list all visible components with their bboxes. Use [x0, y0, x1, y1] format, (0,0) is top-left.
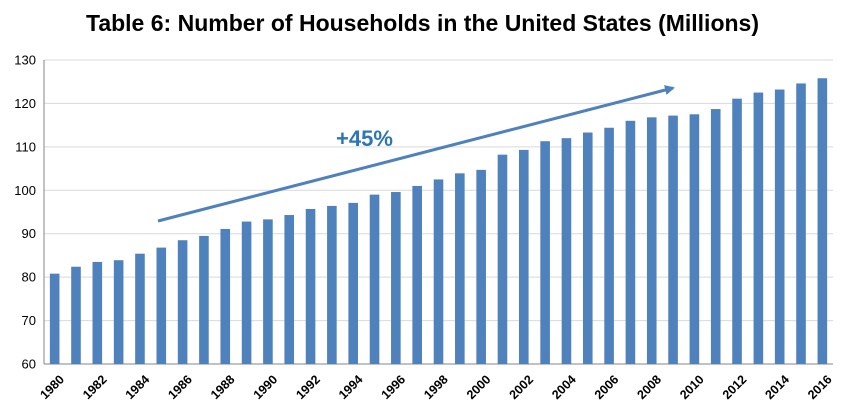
y-tick-label: 60 [22, 357, 36, 372]
x-tick-label: 1986 [165, 372, 195, 402]
bar-2004 [561, 138, 572, 364]
bar-1995 [369, 194, 380, 364]
bar-2000 [476, 169, 486, 364]
bar-1999 [455, 173, 465, 364]
bar-2002 [519, 149, 529, 364]
bar-1992 [305, 208, 316, 364]
bar-2013 [753, 92, 764, 364]
x-tick-label: 1980 [37, 372, 67, 402]
x-tick-label: 1984 [123, 372, 153, 402]
bar-1990 [263, 219, 273, 364]
growth-annotation-label: +45% [336, 126, 393, 151]
bar-1996 [391, 192, 401, 364]
x-tick-label: 1998 [421, 372, 451, 402]
x-tick-label: 2000 [464, 372, 494, 402]
x-tick-label: 2002 [507, 372, 537, 402]
x-tick-label: 2004 [549, 372, 579, 402]
x-tick-label: 1982 [80, 372, 110, 402]
y-tick-label: 130 [14, 53, 36, 68]
bar-1980 [49, 273, 60, 364]
bar-1997 [412, 185, 422, 364]
x-tick-label: 1992 [293, 372, 323, 402]
bar-1988 [220, 228, 231, 364]
bar-1994 [348, 202, 358, 364]
bar-1991 [284, 215, 295, 364]
bar-2007 [625, 120, 636, 364]
y-tick-label: 100 [14, 183, 36, 198]
bar-2014 [774, 89, 785, 364]
bar-1993 [327, 205, 337, 364]
x-tick-label: 2008 [635, 372, 665, 402]
x-tick-label: 1988 [208, 372, 238, 402]
bar-1986 [177, 240, 188, 364]
bar-2012 [732, 98, 742, 365]
bar-1985 [156, 247, 167, 364]
bars [49, 78, 828, 365]
bar-2015 [796, 83, 806, 364]
x-tick-label: 1990 [251, 372, 281, 402]
x-tick-label: 2006 [592, 372, 622, 402]
y-tick-label: 110 [15, 139, 36, 154]
bar-2016 [817, 78, 828, 365]
bar-2011 [710, 109, 721, 364]
x-tick-label: 2014 [762, 372, 792, 402]
bar-2010 [689, 114, 700, 364]
bar-1998 [433, 179, 444, 364]
bar-1987 [199, 235, 209, 364]
y-tick-label: 120 [14, 96, 36, 111]
y-tick-label: 70 [22, 313, 36, 328]
x-tick-label: 2016 [805, 372, 835, 402]
x-axis: 1980 1982 1984 1986 1988 1990 1992 1994 1996 1998… [37, 372, 834, 402]
bar-1982 [92, 261, 103, 364]
bar-2003 [540, 141, 550, 364]
y-axis: 60 70 80 90 100 110 120 130 [14, 53, 36, 372]
x-tick-label: 1994 [336, 372, 366, 402]
y-tick-label: 90 [22, 226, 36, 241]
trend-arrow [157, 85, 675, 223]
bar-2001 [497, 154, 508, 364]
chart-title: Table 6: Number of Households in the Uni… [85, 10, 759, 36]
bar-1981 [71, 266, 81, 364]
y-tick-label: 80 [22, 270, 36, 285]
bar-1983 [113, 260, 124, 364]
bar-1984 [135, 253, 145, 364]
x-tick-label: 2010 [677, 372, 707, 402]
x-tick-label: 2012 [720, 372, 750, 402]
growth-annotation: +45% [157, 85, 675, 223]
bar-2009 [668, 115, 678, 364]
bar-2006 [604, 127, 614, 364]
bar-2005 [582, 132, 593, 364]
bar-2008 [646, 117, 657, 364]
bar-1989 [241, 221, 252, 364]
x-tick-label: 1996 [379, 372, 409, 402]
